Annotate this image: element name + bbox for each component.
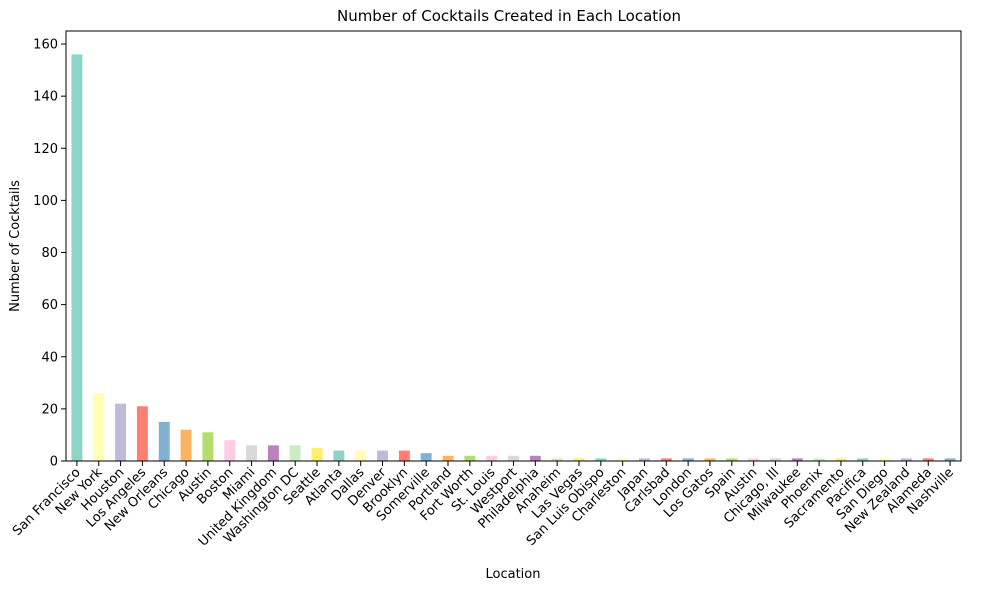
bar	[93, 393, 105, 461]
y-axis-label: Number of Cocktails	[8, 180, 23, 312]
bar	[355, 450, 367, 461]
y-tick-label: 40	[41, 350, 58, 365]
bar	[813, 458, 825, 461]
bar	[71, 54, 83, 462]
bar	[136, 406, 148, 461]
bar	[835, 458, 847, 461]
bar	[158, 421, 170, 461]
y-tick-label: 100	[33, 194, 58, 209]
bar	[573, 458, 585, 461]
bar	[900, 458, 912, 461]
bars	[71, 54, 956, 462]
bar	[529, 455, 541, 461]
bar	[508, 455, 519, 461]
bar	[333, 450, 345, 461]
x-axis-label: Location	[486, 567, 541, 582]
bar	[944, 458, 956, 461]
bar	[748, 458, 760, 461]
y-tick-label: 80	[41, 246, 58, 261]
bar	[464, 455, 476, 461]
plot-frame	[65, 30, 962, 462]
y-tick-label: 160	[33, 38, 58, 53]
y-tick-label: 0	[50, 455, 58, 470]
bar	[420, 453, 432, 461]
bar	[879, 458, 891, 461]
y-tick-label: 60	[41, 298, 58, 313]
bar	[639, 458, 650, 461]
bar	[224, 440, 236, 461]
y-tick-label: 120	[33, 142, 58, 157]
bar	[442, 455, 454, 461]
bar	[311, 447, 323, 461]
bar	[704, 458, 716, 461]
bar	[595, 458, 607, 461]
bar	[289, 445, 301, 461]
bar	[769, 458, 781, 461]
bar	[660, 458, 672, 461]
bar	[726, 458, 738, 461]
chart-title: Number of Cocktails Created in Each Loca…	[337, 7, 681, 25]
bar	[486, 455, 498, 461]
bar	[202, 432, 214, 461]
bar	[617, 458, 629, 461]
bar	[180, 429, 192, 461]
bar	[791, 458, 803, 461]
bar	[857, 458, 869, 461]
bar	[922, 458, 934, 461]
bar	[398, 450, 410, 461]
y-tick-label: 140	[33, 90, 58, 105]
bar	[551, 458, 563, 461]
bar	[267, 445, 279, 461]
bar	[115, 403, 127, 461]
y-tick-label: 20	[41, 402, 58, 417]
bar	[246, 445, 258, 461]
bar	[682, 458, 694, 461]
bar	[377, 450, 388, 461]
y-axis: 0 20 40 60 80 100 120 140 160	[33, 38, 66, 470]
